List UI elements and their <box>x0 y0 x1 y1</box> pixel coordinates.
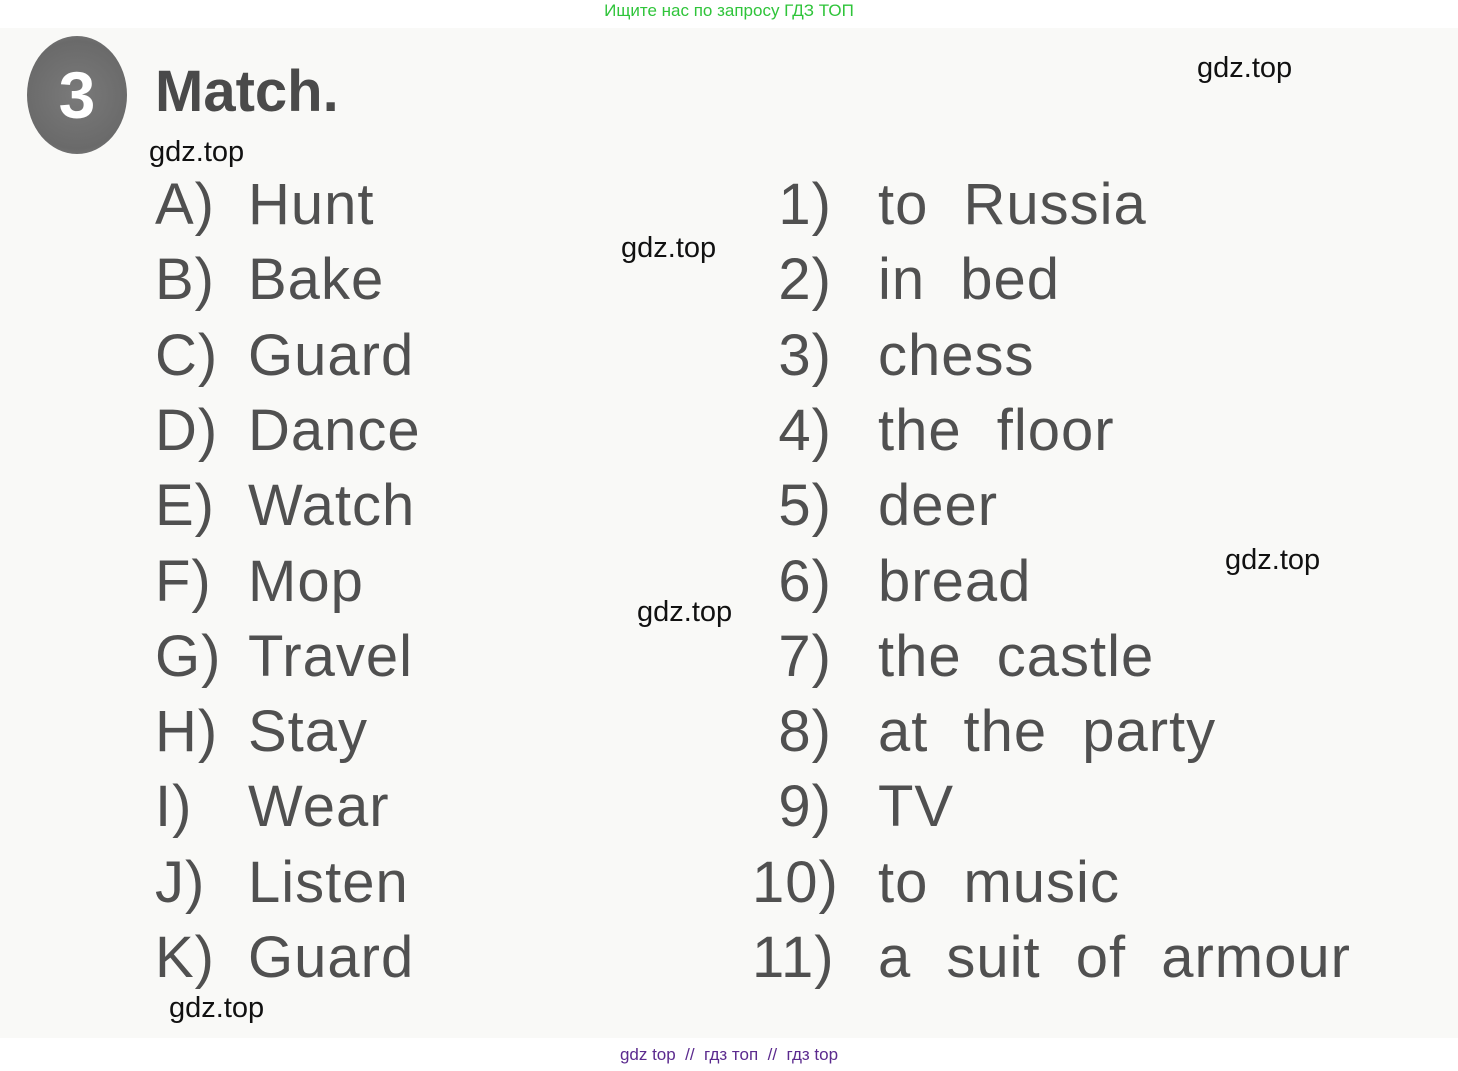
watermark: gdz.top <box>149 136 245 168</box>
match-row: J) Listen 10) to music <box>0 848 1458 918</box>
right-item-label: 1) <box>778 172 832 237</box>
match-row: H) Stay 8) at the party <box>0 697 1458 767</box>
left-item-label: D) <box>155 397 219 463</box>
right-item-phrase: deer <box>878 473 999 539</box>
watermark: gdz.top <box>1197 52 1293 84</box>
watermark: gdz.top <box>169 992 265 1024</box>
right-item-phrase: at the party <box>878 699 1217 765</box>
left-item-label: G) <box>155 623 222 689</box>
exercise-number-badge: 3 <box>27 36 127 154</box>
left-item-word: Watch <box>248 473 416 539</box>
watermark: gdz.top <box>637 596 733 628</box>
right-item-phrase: to Russia <box>878 172 1147 237</box>
left-item-word: Hunt <box>248 172 375 237</box>
left-item-label: F) <box>155 548 212 614</box>
left-item-word: Wear <box>248 774 390 840</box>
right-item-phrase: the floor <box>878 397 1115 463</box>
match-row: G) Travel 7) the castle <box>0 622 1458 692</box>
left-item-word: Listen <box>248 849 409 915</box>
match-row: C) Guard 3) chess <box>0 321 1458 391</box>
match-row: D) Dance 4) the floor <box>0 396 1458 466</box>
right-item-label: 5) <box>778 473 832 539</box>
right-item-phrase: bread <box>878 548 1032 614</box>
right-item-phrase: the castle <box>878 623 1155 689</box>
left-item-label: E) <box>155 473 215 539</box>
match-row: A) Hunt 1) to Russia <box>0 170 1458 240</box>
match-row: E) Watch 5) deer <box>0 471 1458 541</box>
right-item-label: 4) <box>778 397 832 463</box>
exercise-title: Match. <box>155 59 339 124</box>
left-item-word: Travel <box>248 623 413 689</box>
match-row: K) Guard 11) a suit of armour <box>0 923 1458 993</box>
left-item-label: I) <box>155 774 193 840</box>
right-item-label: 9) <box>778 774 832 840</box>
match-row: B) Bake 2) in bed <box>0 245 1458 315</box>
left-item-word: Bake <box>248 247 385 313</box>
left-item-label: A) <box>155 172 215 237</box>
right-item-phrase: to music <box>878 849 1120 915</box>
match-row: F) Mop 6) bread <box>0 547 1458 617</box>
right-item-label: 2) <box>778 247 832 313</box>
right-item-phrase: TV <box>878 774 955 840</box>
right-item-label: 11) <box>752 925 835 990</box>
left-item-label: J) <box>155 849 206 915</box>
left-item-label: K) <box>155 925 215 990</box>
left-item-word: Guard <box>248 925 415 990</box>
left-item-label: C) <box>155 322 219 388</box>
right-item-label: 6) <box>778 548 832 614</box>
textbook-page <box>0 28 1458 1038</box>
left-item-word: Mop <box>248 548 364 614</box>
right-item-label: 8) <box>778 699 832 765</box>
watermark: gdz.top <box>1225 544 1321 576</box>
left-item-word: Dance <box>248 397 421 463</box>
right-item-label: 7) <box>778 623 832 689</box>
right-item-phrase: chess <box>878 322 1035 388</box>
left-item-label: B) <box>155 247 215 313</box>
right-item-label: 3) <box>778 322 832 388</box>
left-item-word: Guard <box>248 322 415 388</box>
right-item-label: 10) <box>752 849 839 915</box>
footer-links[interactable]: gdz top // гдз топ // гдз top <box>619 1045 839 1064</box>
right-item-phrase: in bed <box>878 247 1061 313</box>
match-row: I) Wear 9) TV <box>0 772 1458 842</box>
left-item-word: Stay <box>248 699 369 765</box>
left-item-label: H) <box>155 699 219 765</box>
top-banner[interactable]: Ищите нас по запросу ГДЗ ТОП <box>604 1 854 20</box>
right-item-phrase: a suit of armour <box>878 925 1351 990</box>
watermark: gdz.top <box>621 232 717 264</box>
